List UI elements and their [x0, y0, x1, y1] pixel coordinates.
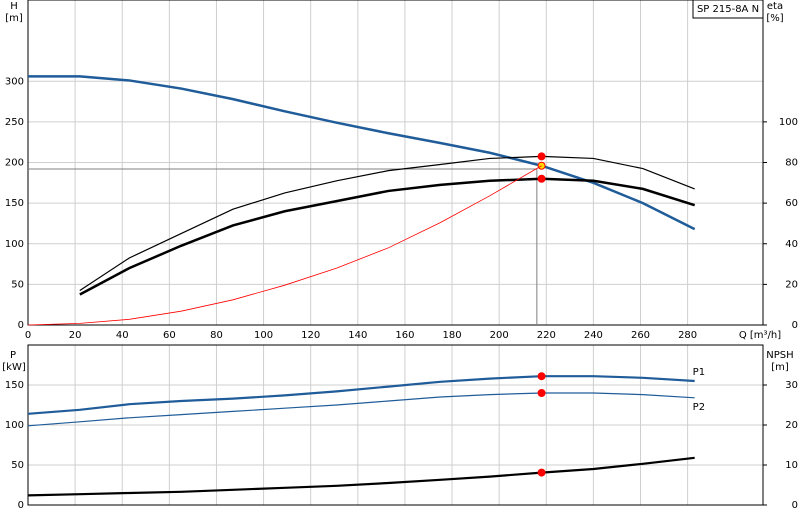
plot-frame: [27, 344, 764, 506]
series-line: [79, 177, 696, 296]
y2-tick-label: 20: [785, 420, 798, 431]
x-tick-label: 260: [631, 330, 650, 341]
x-tick-label: 240: [584, 330, 603, 341]
x-tick-label: 80: [210, 330, 223, 341]
series-line: [27, 165, 542, 326]
y-tick-label: 0: [18, 500, 24, 511]
y2-tick-label: 100: [779, 117, 798, 128]
y-tick-label: 250: [5, 117, 24, 128]
y-tick-label: 50: [11, 460, 24, 471]
x-tick-label: 200: [490, 330, 509, 341]
y-unit: [m]: [5, 13, 23, 24]
series-line: [27, 375, 695, 415]
y2-tick-label: 40: [785, 239, 798, 250]
operating-point: [537, 468, 546, 477]
y2-tick-label: 60: [785, 198, 798, 209]
x-tick-label: 160: [395, 330, 414, 341]
y-tick-label: 150: [5, 380, 24, 391]
y2-tick-label: 30: [785, 380, 798, 391]
x-tick-label: 220: [537, 330, 556, 341]
y-label: P: [10, 350, 16, 361]
x-tick-label: 40: [116, 330, 129, 341]
x-tick-label: 0: [25, 330, 31, 341]
operating-point: [537, 372, 546, 381]
x-tick-label: 180: [442, 330, 461, 341]
y2-tick-label: 10: [785, 460, 798, 471]
x-label: Q [m³/h]: [739, 330, 781, 341]
y-tick-label: 0: [18, 320, 24, 331]
y-tick-label: 300: [5, 76, 24, 87]
y2-tick-label: 80: [785, 158, 798, 169]
y2-unit: [m]: [771, 362, 789, 373]
x-tick-label: 280: [678, 330, 697, 341]
operating-point: [537, 174, 546, 183]
x-tick-label: 20: [69, 330, 82, 341]
x-tick-label: 60: [163, 330, 176, 341]
y-tick-label: 100: [5, 420, 24, 431]
y-unit: [kW]: [2, 362, 26, 373]
y-tick-label: 50: [11, 279, 24, 290]
series-label: P2: [693, 402, 705, 413]
y2-tick-label: 20: [785, 279, 798, 290]
y2-label: eta: [767, 1, 783, 12]
operating-point: [537, 389, 546, 397]
series-line: [28, 75, 696, 231]
y2-unit: [%]: [766, 13, 783, 24]
y-tick-label: 150: [5, 198, 24, 209]
series-line: [27, 456, 695, 497]
y2-tick-label: 0: [792, 320, 798, 331]
y-label: H: [10, 1, 18, 12]
series-line: [27, 392, 695, 427]
x-tick-label: 140: [348, 330, 367, 341]
x-tick-label: 120: [301, 330, 320, 341]
model-label: SP 215-8A N: [697, 4, 759, 15]
series-line: [79, 155, 695, 291]
y2-tick-label: 0: [792, 500, 798, 511]
operating-point: [537, 152, 546, 161]
plot-frame: [27, 0, 764, 326]
y-tick-label: 200: [5, 158, 24, 169]
y2-label: NPSH: [766, 350, 793, 361]
x-tick-label: 100: [254, 330, 273, 341]
y-tick-label: 100: [5, 239, 24, 250]
series-label: P1: [693, 367, 705, 378]
